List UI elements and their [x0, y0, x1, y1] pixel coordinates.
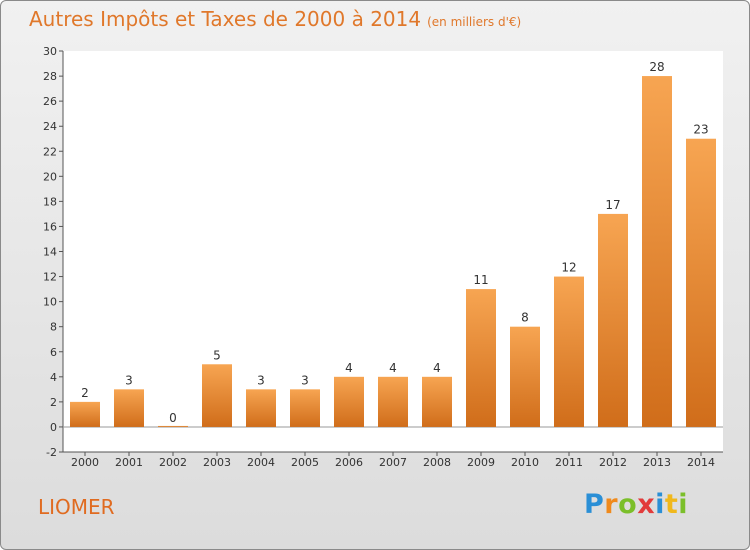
bar [378, 376, 408, 427]
x-tick-label: 2012 [599, 456, 627, 469]
y-tick-label: 20 [43, 170, 57, 183]
x-tick-label: 2013 [643, 456, 671, 469]
chart-unit: (en milliers d'€) [427, 15, 522, 29]
y-tick-label: 6 [50, 346, 57, 359]
y-tick-label: 26 [43, 95, 57, 108]
chart-title: Autres Impôts et Taxes de 2000 à 2014 (en… [29, 7, 521, 31]
y-tick-label: -2 [46, 446, 57, 459]
bar [554, 276, 584, 427]
data-label: 3 [125, 373, 133, 387]
x-tick-label: 2006 [335, 456, 363, 469]
x-tick-label: 2010 [511, 456, 539, 469]
data-label: 4 [345, 361, 353, 375]
data-label: 4 [389, 361, 397, 375]
x-tick-label: 2002 [159, 456, 187, 469]
proxiti-logo: Proxiti [584, 489, 689, 520]
y-tick-label: 12 [43, 271, 57, 284]
y-tick-label: 14 [43, 246, 57, 259]
y-tick-label: 8 [50, 321, 57, 334]
bar [598, 213, 628, 427]
y-tick-label: 10 [43, 296, 57, 309]
commune-name: LIOMER [38, 495, 115, 519]
bar [246, 389, 276, 427]
y-tick-label: 0 [50, 421, 57, 434]
bar [202, 364, 232, 427]
bar [422, 376, 452, 427]
data-label: 3 [301, 373, 309, 387]
x-tick-label: 2004 [247, 456, 275, 469]
bar [334, 376, 364, 427]
y-tick-label: 2 [50, 396, 57, 409]
y-tick-label: 4 [50, 371, 57, 384]
x-tick-label: 2009 [467, 456, 495, 469]
bar [290, 389, 320, 427]
x-tick-label: 2003 [203, 456, 231, 469]
data-label: 0 [169, 411, 177, 425]
x-tick-label: 2000 [71, 456, 99, 469]
data-label: 2 [81, 386, 89, 400]
data-label: 5 [213, 348, 221, 362]
data-label: 4 [433, 361, 441, 375]
chart-title-text: Autres Impôts et Taxes de 2000 à 2014 [29, 7, 422, 31]
bar [466, 289, 496, 427]
data-label: 28 [649, 60, 664, 74]
data-label: 12 [561, 261, 576, 275]
bar [686, 138, 716, 427]
x-tick-label: 2008 [423, 456, 451, 469]
bar [642, 76, 672, 427]
x-tick-label: 2011 [555, 456, 583, 469]
y-tick-label: 28 [43, 70, 57, 83]
data-label: 8 [521, 311, 529, 325]
data-label: 17 [605, 198, 620, 212]
data-label: 11 [473, 273, 488, 287]
x-tick-label: 2001 [115, 456, 143, 469]
x-tick-label: 2005 [291, 456, 319, 469]
bar [510, 326, 540, 427]
bar [114, 389, 144, 427]
bar [70, 401, 100, 427]
bar [158, 425, 188, 427]
x-tick-label: 2014 [687, 456, 715, 469]
data-label: 3 [257, 373, 265, 387]
y-tick-label: 22 [43, 145, 57, 158]
data-label: 23 [693, 123, 708, 137]
y-tick-label: 18 [43, 195, 57, 208]
x-tick-label: 2007 [379, 456, 407, 469]
y-tick-label: 24 [43, 120, 57, 133]
y-tick-label: 16 [43, 220, 57, 233]
y-tick-label: 30 [43, 45, 57, 58]
